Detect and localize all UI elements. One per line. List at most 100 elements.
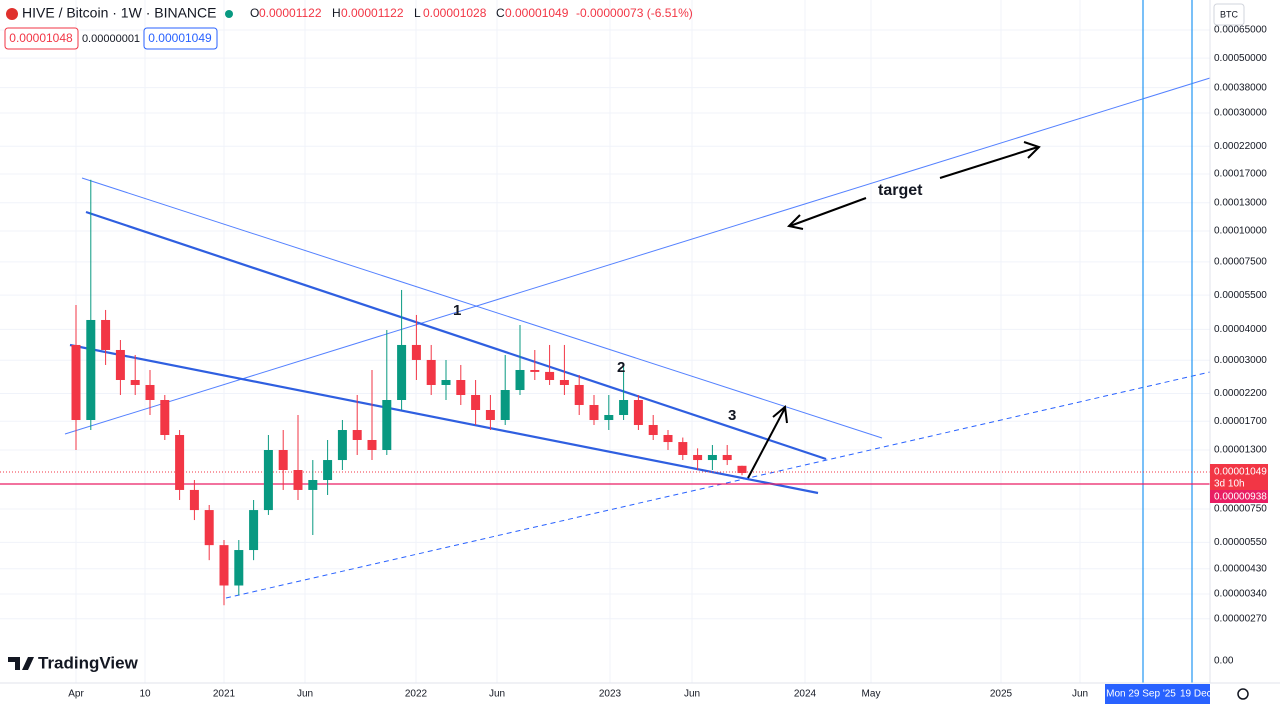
time-tick-label: 2022 [405,689,428,700]
candle-body [263,450,273,511]
candle-body [411,344,421,360]
price-tick-label: 0.00013000 [1214,197,1267,208]
price-ticks: 0.00065000 0.00050000 0.00038000 0.00030000… [1214,25,1267,625]
ohlc-key: H [332,6,341,20]
settings-icon[interactable] [1237,688,1249,700]
candle-body [367,439,377,450]
candle-body [441,380,451,385]
arrow-head [786,214,804,230]
price-tick-label: 0.00001700 [1214,416,1267,427]
symbol[interactable]: HIVE / Bitcoin · 1W · BINANCE [22,5,216,21]
last-price-box [1210,464,1268,491]
time-tick-label: 2023 [599,689,622,700]
annotation: 1 [453,302,461,319]
arrow-head [772,405,788,424]
time-tick-label: 2024 [794,689,817,700]
ohlc-key: O [250,6,259,20]
annotation: 3 [728,407,736,424]
time-tick-label: 2021 [213,689,236,700]
candle-body [130,380,140,385]
time-tick-label: Jun [684,689,700,700]
time-tick-label: Apr [68,689,84,700]
arrow [939,146,1039,179]
candle-body [145,384,155,401]
candle-body [337,430,347,461]
price-tick-label: 0.00004000 [1214,324,1267,335]
buy-box[interactable] [143,27,218,50]
price-tick-label: 0.00000550 [1214,537,1267,548]
annotation: target [878,182,923,199]
candle-body [663,434,673,443]
candle-body [189,489,199,511]
candle-body [574,384,584,405]
status-dot [225,10,233,18]
ohlc-value: 0.00001028 [423,6,487,20]
candle-body [515,369,525,391]
drawings [0,0,1211,683]
candle-body [101,319,111,350]
candle-body [456,380,466,395]
candle-body [278,450,288,471]
ohlc-value: 0.00001122 [259,6,322,20]
candle-body [678,442,688,455]
buy-price: 0.00001049 [148,31,212,45]
candle-body [115,349,125,381]
trend-line [64,77,1211,435]
arrow [789,197,867,227]
candle-body [219,545,229,586]
arrow-head [1023,141,1041,159]
trend-line [69,343,819,495]
currency: BTC [1220,9,1239,19]
price-tick-label: 0.00050000 [1214,53,1267,64]
candle-body [204,510,214,546]
price-tick-label: 0.00001300 [1214,445,1267,456]
arrows [747,141,1041,479]
time-ticks: Apr 10 2021 Jun 2022 Jun 2023 Jun 2024 May 2025 Jun [68,689,1088,700]
symbol-logo [6,8,18,20]
candle-body [619,400,629,416]
candle-body [722,454,732,461]
candle-body [559,380,569,385]
crosshair-label [1177,684,1210,704]
price-tick-label: 0.00000340 [1214,589,1267,600]
trend-line [85,210,827,461]
candle-body [471,394,481,410]
change: -0.00000073 (-6.51%) [576,6,693,20]
candle-body [382,400,392,450]
price-tick-label: 0.00038000 [1214,82,1267,93]
price-tick-label: 0.00000430 [1214,563,1267,574]
price-tick-label: 0.00 [1214,656,1234,667]
candle-body [160,400,170,435]
ohlc-value: 0.00001122 [341,6,404,20]
candle-body [604,415,614,421]
sell-price: 0.00001048 [9,31,73,45]
trend-line [225,371,1211,599]
candle-body [397,344,407,401]
price-tick-label: 0.00000750 [1214,504,1267,515]
price-tick-label: 0.00002200 [1214,388,1267,399]
time-tick-label: 10 [139,689,151,700]
currency-button[interactable] [1213,3,1245,26]
price-tick-label: 0.00005500 [1214,290,1267,301]
price-tick-label: 0.00017000 [1214,169,1267,180]
last-price: 0.00001049 [1214,467,1267,478]
candle-body [633,400,643,425]
candle-body [249,510,259,551]
crosshair-label [1105,684,1177,704]
price-tick-label: 0.00000270 [1214,613,1267,624]
candle-body [737,465,747,474]
price-tick-label: 0.00003000 [1214,355,1267,366]
sell-box[interactable] [4,27,79,50]
line-price: 0.00000938 [1214,492,1267,503]
crosshair-date: 19 Dec [1180,689,1212,700]
arrow [747,407,786,479]
price-tick-label: 0.00022000 [1214,141,1267,152]
time-tick-label: Jun [297,689,313,700]
ohlc-key: C [496,6,505,20]
candle-body [693,454,703,461]
candle-body [426,359,436,385]
candle-body [589,404,599,421]
time-tick-label: May [862,689,881,700]
